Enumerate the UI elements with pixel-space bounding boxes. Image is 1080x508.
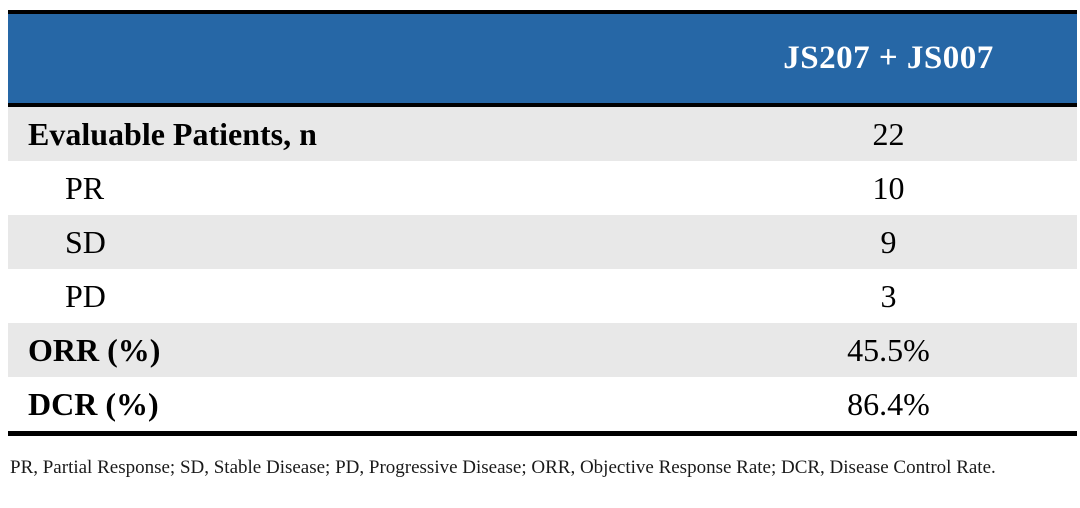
- efficacy-table: JS207 + JS007 Evaluable Patients, n 22 P…: [8, 10, 1077, 436]
- row-label: PD: [65, 277, 106, 314]
- table-header-row: JS207 + JS007: [8, 14, 1077, 107]
- row-label: DCR (%): [28, 385, 159, 422]
- header-treatment-arm: JS207 + JS007: [783, 40, 994, 76]
- abbreviations-footnote: PR, Partial Response; SD, Stable Disease…: [10, 457, 996, 478]
- row-label: PR: [65, 169, 105, 206]
- row-value: 45.5%: [847, 331, 930, 368]
- row-value: 3: [880, 277, 897, 314]
- table-row-evaluable-patients: Evaluable Patients, n 22: [8, 107, 1077, 161]
- row-value: 86.4%: [847, 385, 930, 422]
- table-row-pr: PR 10: [8, 161, 1077, 215]
- row-value: 9: [880, 223, 897, 260]
- table-row-pd: PD 3: [8, 269, 1077, 323]
- table-row-orr: ORR (%) 45.5%: [8, 323, 1077, 377]
- table-row-sd: SD 9: [8, 215, 1077, 269]
- row-label: ORR (%): [28, 331, 161, 368]
- row-label: SD: [65, 223, 106, 260]
- table-row-dcr: DCR (%) 86.4%: [8, 377, 1077, 431]
- row-value: 22: [872, 115, 905, 152]
- row-value: 10: [872, 169, 905, 206]
- row-label: Evaluable Patients, n: [28, 115, 317, 152]
